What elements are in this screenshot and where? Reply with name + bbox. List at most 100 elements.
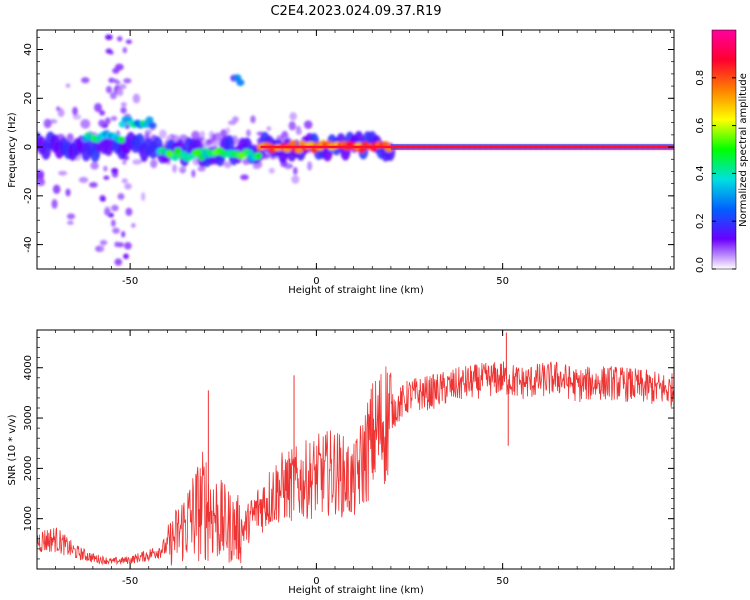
spectrogram-x-tick-label: -50 (122, 276, 138, 287)
heatmap-noise-cell (99, 239, 108, 246)
heatmap-noise-cell (52, 184, 61, 194)
spectrogram-y-tick-label: 0 (23, 144, 34, 150)
heatmap-noise-cell (125, 207, 133, 217)
snr-line (37, 361, 674, 566)
heatmap-noise-cell (114, 241, 120, 248)
heatmap-noise-cell (81, 77, 90, 84)
heatmap-noise-cell (211, 133, 217, 142)
heatmap-noise-cell (303, 120, 313, 130)
heatmap-noise-cell (291, 175, 300, 184)
heatmap-noise-cell (89, 182, 98, 188)
heatmap-noise-cell (132, 159, 142, 165)
heatmap-noise-cell (220, 129, 228, 138)
heatmap-feature-cell (148, 122, 157, 130)
snr-panel: -50 0 50 1000 2000 3000 4000 Height of straigh… (7, 329, 675, 596)
heatmap-noise-cell (114, 258, 123, 266)
spectrogram-y-axis-label: Frequency (Hz) (7, 112, 18, 188)
spectrogram-y-tick-label: -20 (23, 188, 34, 204)
heatmap-noise-cell (57, 108, 65, 118)
heatmap-feature-cell (236, 79, 245, 87)
heatmap-feature-cell (254, 152, 263, 160)
snr-y-tick-label: 1000 (23, 506, 34, 531)
heatmap-feature-cell (145, 116, 154, 124)
heatmap-noise-cell (103, 165, 108, 172)
colorbar-tick-label: 0.0 (695, 257, 706, 273)
heatmap-noise-cell (250, 115, 256, 124)
heatmap-noise-cell (111, 167, 119, 174)
heatmap-noise-cell (65, 188, 71, 197)
heatmap-noise-cell (292, 167, 298, 175)
heatmap-noise-cell (120, 102, 127, 107)
heatmap-noise-cell (56, 106, 61, 111)
heatmap-noise-cell (125, 39, 132, 44)
colorbar-tick-label: 0.8 (695, 70, 706, 86)
spectrogram-axes: -50 0 50 -40 -20 0 20 40 (23, 30, 674, 287)
heatmap-noise-cell (116, 88, 124, 97)
heatmap-noise-cell (112, 227, 120, 234)
heatmap-feature-cell (245, 149, 254, 157)
heatmap-noise-cell (104, 207, 111, 216)
figure-title: C2E4.2023.024.09.37.R19 (270, 4, 441, 19)
heatmap-noise-cell (246, 129, 251, 137)
heatmap-noise-cell (252, 164, 261, 170)
heatmap-noise-cell (104, 117, 111, 125)
heatmap-noise-cell (105, 48, 113, 54)
heatmap-noise-cell (191, 169, 196, 178)
heatmap-noise-cell (72, 106, 78, 116)
heatmap-noise-cell (172, 164, 177, 173)
spectrogram-heatmap (37, 34, 674, 266)
heatmap-noise-cell (90, 161, 99, 170)
heatmap-noise-cell (105, 34, 113, 41)
heatmap-noise-cell (225, 127, 230, 134)
heatmap-noise-cell (80, 118, 91, 129)
heatmap-noise-cell (179, 166, 184, 171)
heatmap-noise-cell (159, 129, 167, 139)
heatmap-noise-cell (98, 119, 106, 127)
snr-y-axis-label: SNR (10 * v/v) (7, 414, 18, 485)
snr-frame (36, 329, 675, 570)
heatmap-noise-cell (191, 130, 200, 141)
snr-x-tick-label: -50 (122, 576, 138, 587)
heatmap-noise-cell (103, 175, 110, 180)
heatmap-noise-cell (111, 219, 116, 227)
heatmap-noise-cell (123, 78, 132, 84)
snr-x-axis-label: Height of straight line (km) (288, 585, 424, 596)
heatmap-noise-cell (112, 67, 120, 74)
colorbar-tick-label: 0.4 (695, 165, 706, 181)
heatmap-noise-cell (123, 253, 129, 260)
heatmap-noise-cell (232, 116, 239, 123)
heatmap-noise-cell (94, 102, 103, 113)
heatmap-noise-cell (118, 84, 127, 90)
colorbar-strip (711, 29, 737, 270)
heatmap-noise-cell (116, 36, 123, 42)
heatmap-noise-cell (43, 118, 52, 129)
heatmap-noise-cell (117, 193, 125, 200)
spectrogram-frame (36, 29, 675, 270)
heatmap-noise-cell (288, 121, 296, 131)
snr-x-tick-label: 50 (496, 576, 509, 587)
heatmap-noise-cell (206, 138, 214, 145)
heatmap-noise-cell (105, 85, 113, 94)
heatmap-noise-cell (67, 220, 74, 225)
colorbar-tick-label: 0.2 (695, 213, 706, 229)
heatmap-noise-cell (223, 161, 232, 169)
heatmap-feature-cell (295, 146, 304, 154)
snr-line-layer (37, 332, 674, 566)
heatmap-noise-cell (113, 78, 118, 84)
heatmap-noise-cell (120, 106, 127, 114)
heatmap-noise-cell (37, 169, 45, 179)
colorbar-ticks: 0.0 0.2 0.4 0.6 0.8 (695, 70, 736, 273)
spectrogram-y-tick-label: 20 (23, 92, 34, 105)
heatmap-noise-cell (51, 199, 58, 209)
heatmap-noise-cell (266, 126, 272, 131)
spectrogram-x-axis-label: Height of straight line (km) (288, 285, 424, 296)
heatmap-noise-cell (110, 116, 118, 121)
heatmap-noise-cell (289, 112, 297, 121)
heatmap-noise-cell (268, 167, 275, 174)
snr-axes: -50 0 50 1000 2000 3000 4000 (23, 330, 674, 587)
heatmap-noise-cell (65, 83, 71, 88)
heatmap-noise-cell (141, 192, 146, 202)
spectrogram-panel: -50 0 50 -40 -20 0 20 40 Height of straight lin… (7, 29, 675, 296)
heatmap-noise-cell (66, 133, 74, 143)
heatmap-feature-cell (117, 136, 126, 144)
